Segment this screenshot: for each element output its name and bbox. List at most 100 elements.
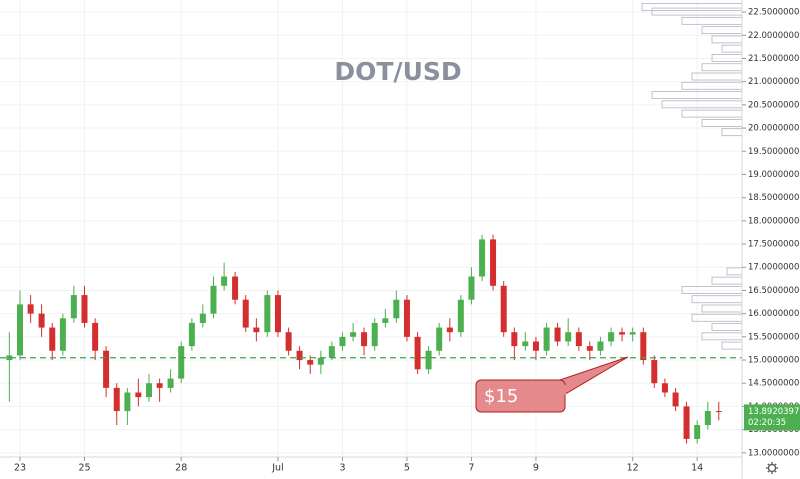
candle-body [188, 322, 195, 347]
candle-body [92, 322, 99, 351]
candle-body [446, 327, 453, 333]
candle-body [468, 276, 475, 300]
gear[interactable] [767, 463, 777, 473]
candle-body [285, 332, 292, 351]
candle-body [103, 350, 110, 388]
y-tick-label: 19.00000000 [748, 170, 800, 180]
candle-body [350, 332, 357, 337]
chart-title: DOT/USD [334, 57, 461, 86]
candle-body [361, 332, 368, 347]
candle-body [264, 295, 271, 333]
candle-body [232, 276, 239, 300]
candle-body [6, 355, 13, 361]
candle-body [608, 332, 615, 342]
callout-text: $15 [484, 386, 518, 407]
y-tick-label: 22.00000000 [748, 31, 800, 41]
candle-body [70, 295, 77, 319]
candle-body [221, 276, 228, 286]
candle-body [511, 332, 518, 347]
y-tick-label: 18.00000000 [748, 216, 800, 226]
candle-body [81, 295, 88, 323]
candle-body [575, 332, 582, 347]
candle-body [490, 239, 497, 286]
candle-body [16, 304, 23, 356]
candles [6, 234, 722, 444]
axes: 13.0000000013.5000000014.0000000014.5000… [14, 8, 800, 474]
settings-icon[interactable] [766, 462, 778, 474]
candle-body [307, 360, 314, 365]
last-price-label: 13.89203972 [748, 407, 800, 417]
candle-body [522, 341, 529, 347]
x-tick-label: 25 [78, 463, 90, 474]
candle-body [27, 304, 34, 314]
candle-body [178, 346, 185, 379]
candle-body [500, 285, 507, 333]
x-tick-label: Jul [271, 463, 283, 474]
candle-body [597, 341, 604, 351]
candle-body [704, 411, 711, 425]
candle-body [253, 327, 260, 333]
candle-body [619, 332, 626, 335]
candle-body [672, 392, 679, 407]
candle-body [156, 383, 163, 388]
y-tick-label: 18.50000000 [748, 193, 800, 203]
candle-body [393, 299, 400, 319]
x-tick-label: 9 [533, 463, 539, 474]
candle-body [532, 341, 539, 351]
candle-body [651, 360, 658, 384]
candle-body [199, 313, 206, 323]
candle-body [135, 392, 142, 398]
y-tick-label: 16.00000000 [748, 309, 800, 319]
candle-body [145, 383, 152, 398]
y-tick-label: 20.00000000 [748, 124, 800, 134]
candle-body [414, 336, 421, 370]
y-tick-label: 15.00000000 [748, 356, 800, 366]
gear-teeth[interactable] [766, 462, 778, 474]
candle-body [210, 285, 217, 314]
candle-body [371, 322, 378, 347]
candle-body [403, 299, 410, 337]
candle-body [554, 327, 561, 342]
candle-body [543, 327, 550, 351]
last-price-box: 13.89203972 02:20:35 [744, 404, 800, 431]
y-tick-label: 19.50000000 [748, 147, 800, 157]
candle-body [640, 332, 647, 361]
x-tick-label: 7 [468, 463, 474, 474]
candle-body [49, 327, 56, 351]
candle-body [317, 357, 324, 365]
x-tick-label: 5 [404, 463, 410, 474]
y-tick-label: 22.50000000 [748, 8, 800, 18]
callout-box [475, 379, 566, 413]
candle-body [661, 383, 668, 393]
candle-body [436, 327, 443, 351]
candle-body [124, 392, 131, 412]
y-tick-label: 21.00000000 [748, 77, 800, 87]
candle-body [274, 295, 281, 333]
y-tick-label: 15.50000000 [748, 332, 800, 342]
callout-join [552, 385, 566, 395]
candle-body [296, 350, 303, 361]
candle-body [586, 346, 593, 351]
candle-body [328, 346, 335, 358]
y-tick-label: 13.00000000 [748, 448, 800, 458]
candle-body [242, 299, 249, 328]
candle-body [382, 318, 389, 323]
candle-body [683, 406, 690, 439]
candle-body [425, 350, 432, 370]
candle-body [629, 332, 636, 335]
candle-body [339, 336, 346, 347]
x-tick-label: 28 [175, 463, 187, 474]
y-tick-label: 21.50000000 [748, 54, 800, 64]
callout: $15 [475, 356, 629, 413]
candle-body [167, 378, 174, 388]
candle-body [457, 299, 464, 333]
grid [0, 0, 742, 457]
y-tick-label: 14.50000000 [748, 379, 800, 389]
countdown: 02:20:35 [748, 418, 786, 428]
candle-body [38, 313, 45, 328]
x-tick-label: 12 [627, 463, 639, 474]
y-tick-label: 16.50000000 [748, 286, 800, 296]
candle-body [113, 387, 120, 412]
